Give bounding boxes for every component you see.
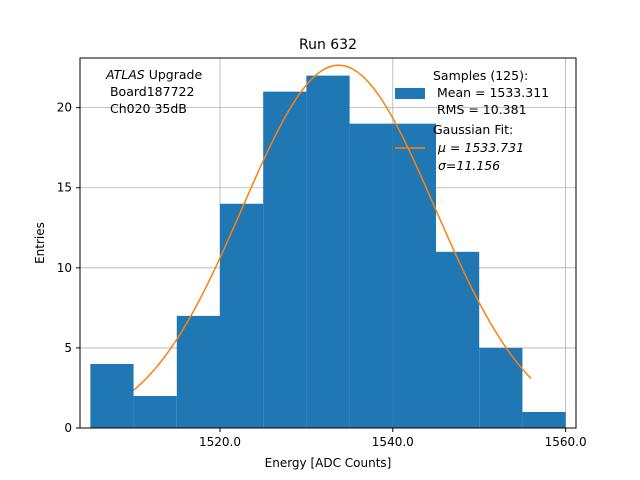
histogram-bar xyxy=(219,203,264,428)
annotation-line-1: ATLAS Upgrade xyxy=(105,67,202,82)
legend: Samples (125): Mean = 1533.311 RMS = 10.… xyxy=(395,68,549,173)
annotation-upgrade: Upgrade xyxy=(145,67,203,82)
y-axis-label: Entries xyxy=(33,222,47,264)
x-tick-label: 1540.0 xyxy=(372,435,414,449)
legend-fit-line-2: μ = 1533.731 xyxy=(437,140,524,155)
annotation-atlas: ATLAS xyxy=(105,67,145,82)
histogram-bar xyxy=(306,75,350,428)
axis-ticks: 1520.0 1540.0 1560.0 0 5 10 15 20 xyxy=(57,101,587,449)
x-tick-label: 1520.0 xyxy=(199,435,241,449)
histogram-bar xyxy=(436,251,480,428)
x-tick-label: 1560.0 xyxy=(545,435,587,449)
y-tick-label: 10 xyxy=(57,261,72,275)
legend-hist-line-2: Mean = 1533.311 xyxy=(433,85,549,100)
histogram-bar xyxy=(392,123,437,429)
legend-hist-line-1: Samples (125): xyxy=(433,68,528,83)
y-tick-label: 0 xyxy=(64,421,72,435)
histogram-bar xyxy=(522,411,566,428)
histogram-bar xyxy=(90,363,134,428)
histogram-bar xyxy=(176,315,220,428)
y-tick-label: 15 xyxy=(57,181,72,195)
chart-title: Run 632 xyxy=(299,37,357,53)
legend-fit-line-1: Gaussian Fit: xyxy=(433,122,513,137)
legend-hist-swatch xyxy=(395,88,425,99)
histogram-bar xyxy=(133,395,177,428)
bars xyxy=(90,75,566,429)
annotation-line-2: Board187722 xyxy=(106,84,194,99)
legend-hist-line-3: RMS = 10.381 xyxy=(433,102,527,117)
y-tick-label: 20 xyxy=(57,101,72,115)
legend-fit-line-3: σ=11.156 xyxy=(438,158,500,173)
plot-frame xyxy=(79,57,577,429)
histogram-bar xyxy=(263,91,307,429)
x-axis-label: Energy [ADC Counts] xyxy=(265,456,392,470)
atlas-annotation: ATLAS Upgrade Board187722 Ch020 35dB xyxy=(105,67,202,116)
histogram-bar xyxy=(349,123,393,429)
annotation-line-3: Ch020 35dB xyxy=(106,101,187,116)
gaussian-fit-curve xyxy=(133,64,532,391)
y-tick-label: 5 xyxy=(64,341,72,355)
